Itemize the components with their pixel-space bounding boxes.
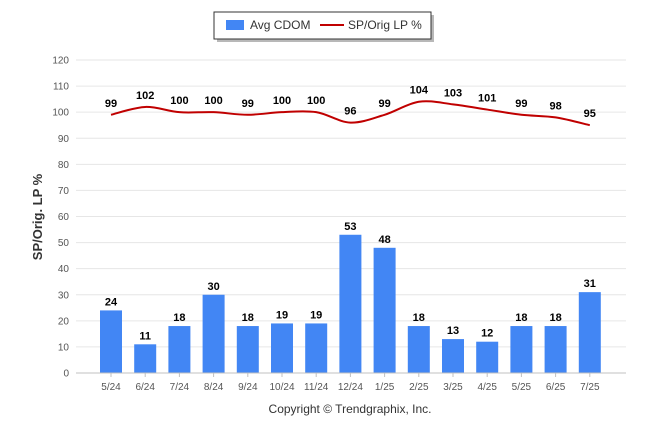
line-data-label: 101 bbox=[478, 93, 496, 105]
x-tick-label: 11/24 bbox=[304, 382, 329, 393]
y-tick-label: 50 bbox=[58, 238, 70, 249]
bar bbox=[100, 310, 122, 373]
bar-data-label: 31 bbox=[584, 278, 596, 290]
bar-data-label: 12 bbox=[481, 328, 493, 340]
line-data-label: 99 bbox=[105, 98, 117, 110]
line-data-label: 99 bbox=[515, 98, 527, 110]
legend: Avg CDOM SP/Orig LP % bbox=[213, 11, 434, 42]
line-data-label: 98 bbox=[549, 100, 561, 112]
line-data-label: 100 bbox=[170, 95, 188, 107]
bar-data-label: 13 bbox=[447, 325, 459, 337]
bar bbox=[510, 326, 533, 373]
bar bbox=[407, 326, 430, 373]
y-tick-label: 30 bbox=[58, 290, 70, 301]
line-data-label: 96 bbox=[344, 106, 356, 118]
x-tick-label: 7/24 bbox=[170, 382, 190, 393]
x-tick-label: 3/25 bbox=[443, 382, 463, 393]
y-tick-label: 80 bbox=[58, 160, 70, 171]
bar bbox=[442, 339, 464, 373]
bar-data-label: 30 bbox=[207, 281, 219, 293]
bar-data-label: 18 bbox=[242, 312, 254, 324]
bar-data-label: 18 bbox=[413, 312, 425, 324]
x-tick-label: 7/25 bbox=[580, 382, 600, 393]
sp-orig-lp-line bbox=[110, 100, 591, 127]
x-tick-label: 6/24 bbox=[135, 382, 155, 393]
line-data-label: 99 bbox=[378, 98, 390, 110]
x-tick-label: 1/25 bbox=[375, 382, 395, 393]
bar bbox=[476, 341, 499, 373]
bar bbox=[236, 326, 259, 373]
bar-series bbox=[100, 234, 601, 373]
x-tick-label: 5/25 bbox=[512, 382, 532, 393]
x-tick-label: 5/24 bbox=[101, 382, 121, 393]
bar bbox=[134, 344, 157, 373]
x-tick-label: 6/25 bbox=[546, 382, 566, 393]
line-data-label: 100 bbox=[273, 95, 291, 107]
x-tick-label: 4/25 bbox=[477, 382, 497, 393]
line-data-label: 103 bbox=[444, 87, 462, 99]
y-tick-label: 10 bbox=[58, 342, 70, 353]
legend-label-sp-orig-lp: SP/Orig LP % bbox=[348, 18, 422, 32]
line-data-label: 102 bbox=[136, 90, 154, 102]
bar-data-labels: 24 11 18 30 18 19 19 53 48 18 13 12 18 18 31 bbox=[105, 221, 596, 343]
line-data-label: 95 bbox=[584, 108, 596, 120]
x-tick-label: 2/25 bbox=[409, 382, 429, 393]
bar-data-label: 53 bbox=[344, 221, 356, 233]
y-tick-label: 60 bbox=[58, 212, 70, 223]
y-tick-label: 110 bbox=[53, 82, 69, 93]
bar bbox=[544, 326, 567, 373]
bar bbox=[339, 234, 362, 373]
bar-data-label: 19 bbox=[310, 309, 322, 321]
y-tick-label: 70 bbox=[58, 186, 70, 197]
line-series bbox=[110, 100, 591, 127]
y-axis-title: SP/Orig. LP % bbox=[30, 173, 45, 260]
y-tick-label: 20 bbox=[58, 316, 70, 327]
bar bbox=[271, 323, 293, 373]
line-data-label: 99 bbox=[242, 98, 254, 110]
y-axis: 0 10 20 30 40 50 60 70 80 90 100 110 120 bbox=[52, 56, 69, 380]
x-tick-label: 10/24 bbox=[269, 382, 294, 393]
y-tick-label: 0 bbox=[63, 369, 69, 380]
y-tick-label: 90 bbox=[58, 134, 70, 145]
y-tick-label: 40 bbox=[58, 264, 70, 275]
bar-data-label: 18 bbox=[515, 312, 527, 324]
legend-label-avg-cdom: Avg CDOM bbox=[250, 18, 310, 32]
y-tick-label: 100 bbox=[52, 108, 69, 119]
bar-data-label: 11 bbox=[139, 330, 151, 342]
x-tick-label: 8/24 bbox=[204, 382, 224, 393]
copyright-text: Copyright © Trendgraphix, Inc. bbox=[269, 402, 432, 416]
bar-data-label: 24 bbox=[105, 296, 118, 308]
x-tick-label: 12/24 bbox=[338, 382, 363, 393]
bar bbox=[168, 326, 191, 373]
bar bbox=[578, 292, 601, 373]
x-tick-label: 9/24 bbox=[238, 382, 258, 393]
bar-data-label: 19 bbox=[276, 309, 288, 321]
bar bbox=[373, 247, 396, 373]
legend-swatch-avg-cdom bbox=[226, 20, 244, 30]
y-tick-label: 120 bbox=[52, 56, 69, 67]
line-data-label: 100 bbox=[307, 95, 325, 107]
line-data-labels: 99 102 100 100 99 100 100 96 99 104 103 101 99 98 95 bbox=[105, 85, 596, 120]
x-axis: 5/24 6/24 7/24 8/24 9/24 10/24 11/24 12/24 1/25 2… bbox=[76, 372, 626, 393]
bar-data-label: 48 bbox=[378, 234, 390, 246]
line-data-label: 104 bbox=[410, 85, 429, 97]
bar-data-label: 18 bbox=[173, 312, 185, 324]
bar bbox=[202, 294, 225, 373]
bar-data-label: 18 bbox=[549, 312, 561, 324]
line-data-label: 100 bbox=[204, 95, 222, 107]
bar bbox=[305, 323, 328, 373]
